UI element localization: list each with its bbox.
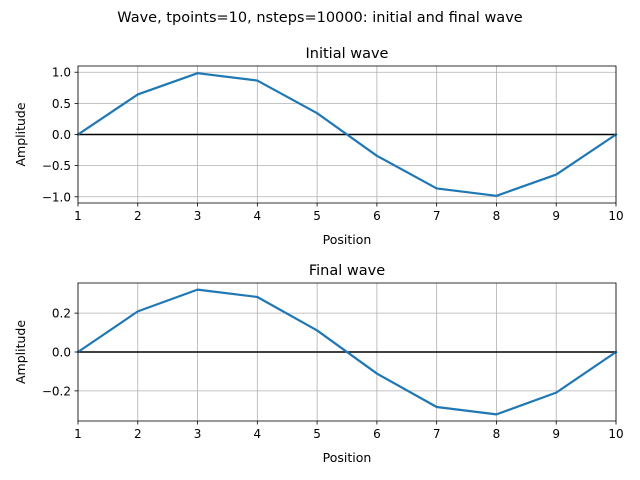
y-axis-label: Amplitude <box>13 320 28 384</box>
x-tick-label: 3 <box>194 209 202 223</box>
y-tick-label: 0.5 <box>52 97 71 111</box>
wave-series-line <box>76 288 618 416</box>
x-tick-label: 6 <box>373 427 381 441</box>
x-tick-label: 9 <box>552 427 560 441</box>
x-tick-label: 7 <box>433 209 441 223</box>
x-tick-label: 2 <box>134 209 142 223</box>
x-tick-label: 1 <box>74 209 82 223</box>
y-tick-label: −1.0 <box>42 190 71 204</box>
x-tick-label: 1 <box>74 427 82 441</box>
x-tick-label: 2 <box>134 427 142 441</box>
wave-series-line <box>76 72 618 197</box>
initial-wave-plot: 1 2 3 4 5 6 7 8 9 10 −1.0 −0.5 0.0 0.5 1.0 Initial wave… <box>13 46 624 247</box>
y-tick-label: 0.2 <box>52 307 71 321</box>
figure-suptitle: Wave, tpoints=10, nsteps=10000: initial … <box>117 10 522 26</box>
final-wave-title: Final wave <box>309 263 385 279</box>
x-tick-label: 6 <box>373 209 381 223</box>
x-axis-label: Position <box>323 232 372 247</box>
x-tick-label: 8 <box>493 427 501 441</box>
y-axis-label: Amplitude <box>13 102 28 166</box>
x-tick-label: 5 <box>313 427 321 441</box>
x-tick-label: 8 <box>493 209 501 223</box>
y-tick-label: 0.0 <box>52 128 71 142</box>
x-tick-label: 3 <box>194 427 202 441</box>
x-tick-label: 9 <box>552 209 560 223</box>
y-tick-label: −0.2 <box>42 384 71 398</box>
subplots-container: 1 2 3 4 5 6 7 8 9 10 −1.0 −0.5 0.0 0.5 1.0 Initial wave… <box>13 46 624 465</box>
initial-wave-title: Initial wave <box>306 46 389 62</box>
y-tick-label: 1.0 <box>52 66 71 80</box>
final-wave-plot: 1 2 3 4 5 6 7 8 9 10 −0.2 0.0 0.2 Final wave Position A… <box>13 263 624 465</box>
y-tick-label: 0.0 <box>52 346 71 360</box>
x-tick-label: 4 <box>254 209 262 223</box>
x-tick-label: 4 <box>254 427 262 441</box>
x-tick-label: 10 <box>608 209 623 223</box>
x-axis-label: Position <box>323 450 372 465</box>
y-tick-label: −0.5 <box>42 159 71 173</box>
x-tick-label: 5 <box>313 209 321 223</box>
x-tick-label: 10 <box>608 427 623 441</box>
x-tick-label: 7 <box>433 427 441 441</box>
